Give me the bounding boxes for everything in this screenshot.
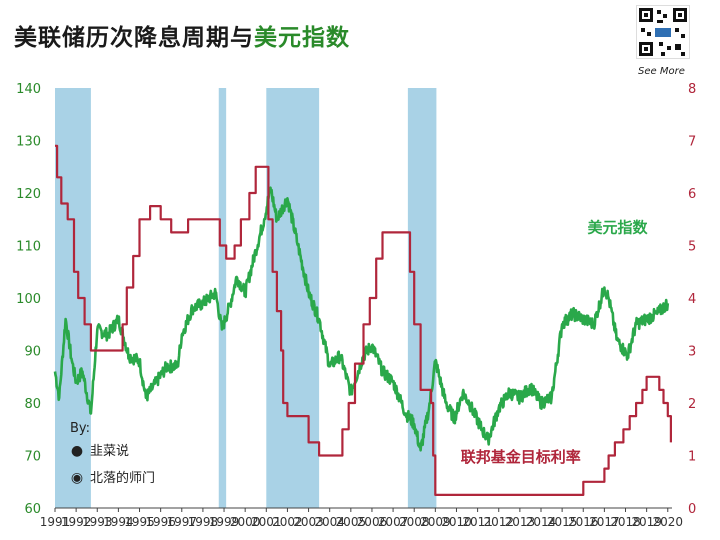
qr-code-icon (636, 5, 690, 59)
x-tick-9: 2000 (230, 515, 261, 529)
y-left-tick-3: 90 (24, 345, 41, 360)
y-left-tick-5: 110 (16, 240, 41, 255)
x-tick-28: 2019 (631, 515, 662, 529)
y-right-tick-8: 8 (688, 82, 696, 97)
qr-caption: See More (638, 66, 685, 77)
x-tick-18: 2009 (420, 515, 451, 529)
chart-title-main: 美联储历次降息周期与 (14, 25, 254, 51)
y-left-tick-8: 140 (16, 82, 41, 97)
x-tick-23: 2014 (526, 515, 557, 529)
y-right-tick-5: 5 (688, 240, 696, 255)
x-tick-21: 2012 (483, 515, 514, 529)
x-tick-14: 2005 (336, 515, 367, 529)
series-annotation-0: 美元指数 (587, 218, 648, 236)
x-tick-17: 2008 (399, 515, 430, 529)
y-left-tick-6: 120 (16, 187, 41, 202)
y-left-tick-1: 70 (24, 450, 41, 465)
x-tick-8: 1999 (209, 515, 240, 529)
x-tick-20: 2011 (462, 515, 493, 529)
y-left-tick-4: 100 (16, 292, 41, 307)
x-tick-29: 2020 (653, 515, 684, 529)
watermark-item-wechat: ● 韭菜说 (70, 440, 129, 459)
x-tick-25: 2016 (568, 515, 599, 529)
x-tick-2: 1993 (82, 515, 113, 529)
x-tick-27: 2018 (610, 515, 641, 529)
x-tick-16: 2007 (378, 515, 409, 529)
x-tick-10: 2001 (251, 515, 282, 529)
x-tick-1: 1992 (61, 515, 92, 529)
x-tick-12: 2003 (293, 515, 324, 529)
x-tick-26: 2017 (589, 515, 620, 529)
chart-title-highlight: 美元指数 (254, 25, 350, 51)
series-line-dxy (53, 186, 670, 452)
y-right-tick-0: 0 (688, 502, 696, 517)
x-tick-3: 1994 (103, 515, 134, 529)
x-tick-11: 2002 (272, 515, 303, 529)
y-left-tick-2: 80 (24, 397, 41, 412)
rate-cut-band-1 (218, 88, 227, 508)
y-left-tick-7: 130 (16, 135, 41, 150)
watermark-item-weibo: ◉ 北落的师门 (70, 467, 155, 486)
x-tick-5: 1996 (145, 515, 176, 529)
x-tick-15: 2006 (357, 515, 388, 529)
watermark-weibo-text: 北落的师门 (90, 471, 156, 486)
x-tick-4: 1995 (124, 515, 155, 529)
y-right-tick-7: 7 (688, 135, 696, 150)
watermark-wechat-text: 韭菜说 (90, 444, 130, 459)
x-tick-0: 1991 (40, 515, 71, 529)
x-tick-6: 1997 (167, 515, 198, 529)
y-right-tick-4: 4 (688, 292, 696, 307)
y-right-tick-1: 1 (688, 450, 696, 465)
x-tick-13: 2004 (314, 515, 345, 529)
wechat-icon: ● (70, 443, 84, 459)
x-tick-7: 1998 (188, 515, 219, 529)
x-tick-22: 2013 (505, 515, 536, 529)
series-annotation-1: 联邦基金目标利率 (461, 448, 581, 466)
x-tick-19: 2010 (441, 515, 472, 529)
y-right-tick-6: 6 (688, 187, 696, 202)
chart-title: 美联储历次降息周期与美元指数 (14, 18, 350, 52)
y-right-tick-2: 2 (688, 397, 696, 412)
weibo-icon: ◉ (70, 470, 84, 486)
y-left-tick-0: 60 (24, 502, 41, 517)
x-tick-24: 2015 (547, 515, 578, 529)
y-right-tick-3: 3 (688, 345, 696, 360)
watermark-by: By: (70, 421, 91, 436)
series-line-fed-rate (55, 144, 672, 496)
